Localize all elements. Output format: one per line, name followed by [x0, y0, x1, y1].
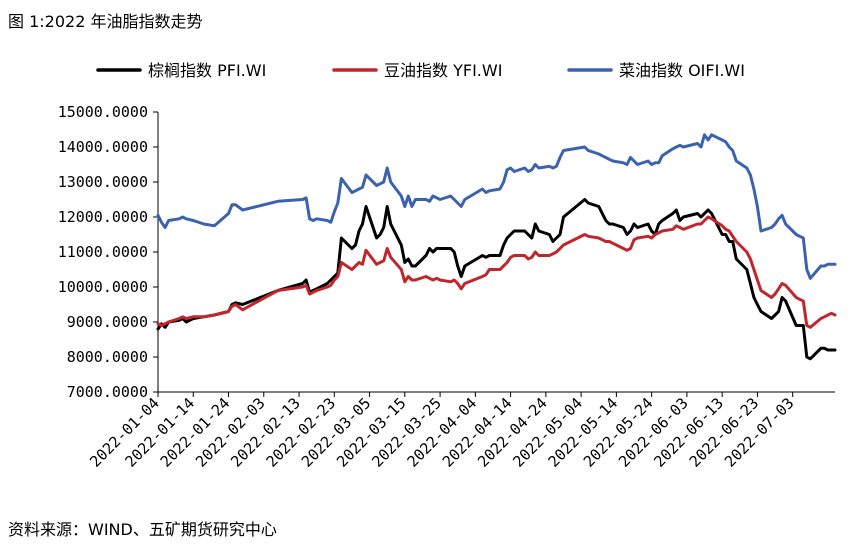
y-tick-label: 9000.0000: [67, 313, 148, 331]
series-line-3: [156, 133, 837, 280]
series-line-2: [156, 215, 837, 329]
x-axis: 2022-01-042022-01-142022-01-242022-02-03…: [86, 391, 835, 471]
y-axis: 15000.0000 14000.0000 13000.0000 12000.0000…: [58, 103, 159, 401]
y-tick-label: 8000.0000: [67, 348, 148, 366]
y-tick-label: 15000.0000: [58, 103, 148, 121]
legend-label-2: 豆油指数 YFI.WI: [384, 61, 502, 80]
y-tick-label: 11000.0000: [58, 243, 148, 261]
figure-title: 图 1:2022 年油脂指数走势: [8, 12, 203, 31]
line-chart: 棕榈指数 PFI.WI 豆油指数 YFI.WI 菜油指数 OIFI.WI 15000…: [58, 61, 837, 471]
y-tick-label: 7000.0000: [67, 383, 148, 401]
y-tick-label: 10000.0000: [58, 278, 148, 296]
y-tick-label: 12000.0000: [58, 208, 148, 226]
legend-label-3: 菜油指数 OIFI.WI: [619, 61, 745, 80]
chart-legend: 棕榈指数 PFI.WI 豆油指数 YFI.WI 菜油指数 OIFI.WI: [96, 61, 745, 80]
source-note: 资料来源：WIND、五矿期货研究中心: [8, 520, 277, 539]
y-tick-label: 14000.0000: [58, 138, 148, 156]
series-lines: [156, 133, 837, 361]
y-tick-label: 13000.0000: [58, 173, 148, 191]
series-line-1: [156, 198, 837, 361]
legend-label-1: 棕榈指数 PFI.WI: [148, 61, 266, 80]
